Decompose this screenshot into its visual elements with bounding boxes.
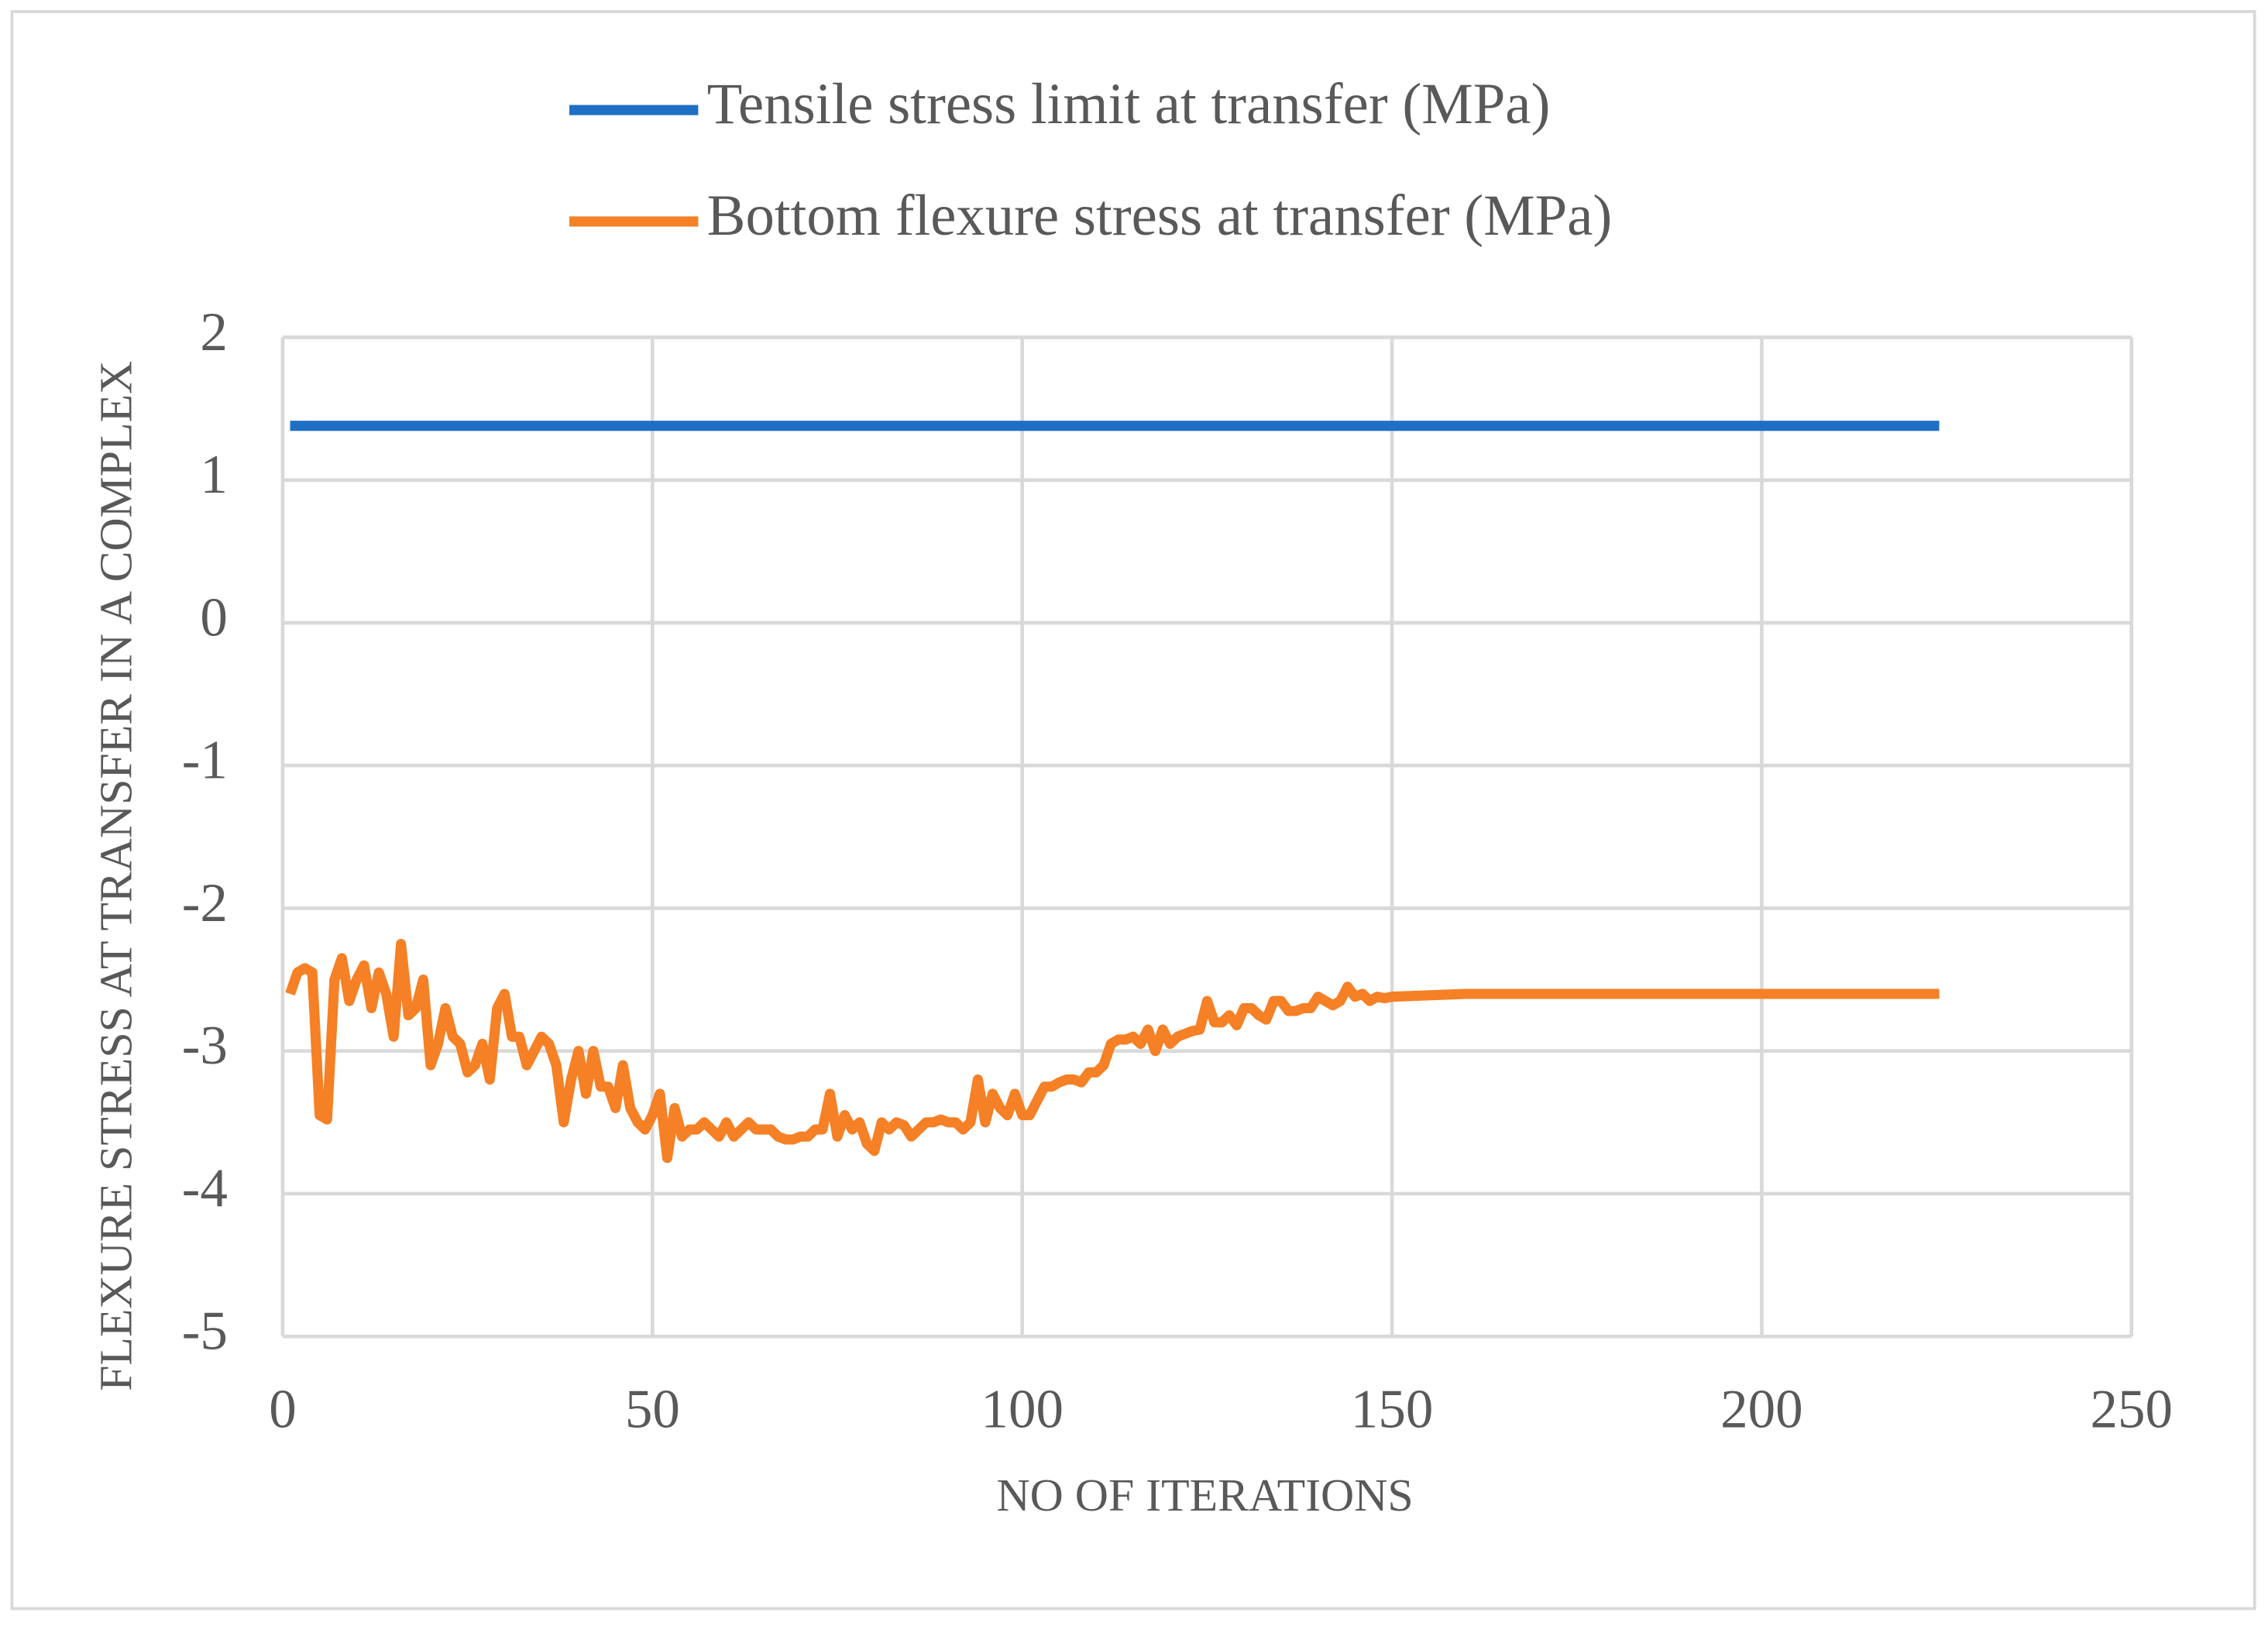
y-axis-label: FLEXURE STRESS AT TRANSFER IN A COMPLEX (90, 361, 141, 1391)
legend-label: Bottom flexure stress at transfer (MPa) (707, 184, 1613, 248)
x-tick-label: 200 (1720, 1379, 1803, 1439)
x-axis-label: NO OF ITERATIONS (996, 1470, 1413, 1521)
y-tick-label: 0 (200, 587, 228, 648)
x-tick-label: 100 (981, 1379, 1064, 1439)
series-line (285, 938, 1940, 1164)
y-tick-label: -5 (182, 1301, 228, 1361)
y-tick-label: -3 (182, 1016, 228, 1076)
y-tick-label: 2 (200, 302, 228, 363)
x-tick-label: 150 (1351, 1379, 1434, 1439)
x-tick-label: 0 (269, 1379, 297, 1439)
y-tick-label: 1 (200, 445, 228, 505)
y-tick-label: -1 (182, 730, 228, 791)
legend-label: Tensile stress limit at transfer (MPa) (707, 72, 1551, 136)
chart-border (10, 10, 2256, 1611)
y-tick-label: -2 (182, 873, 228, 933)
x-tick-label: 50 (625, 1379, 680, 1439)
y-tick-label: -4 (182, 1158, 228, 1219)
x-tick-label: 250 (2091, 1379, 2174, 1439)
